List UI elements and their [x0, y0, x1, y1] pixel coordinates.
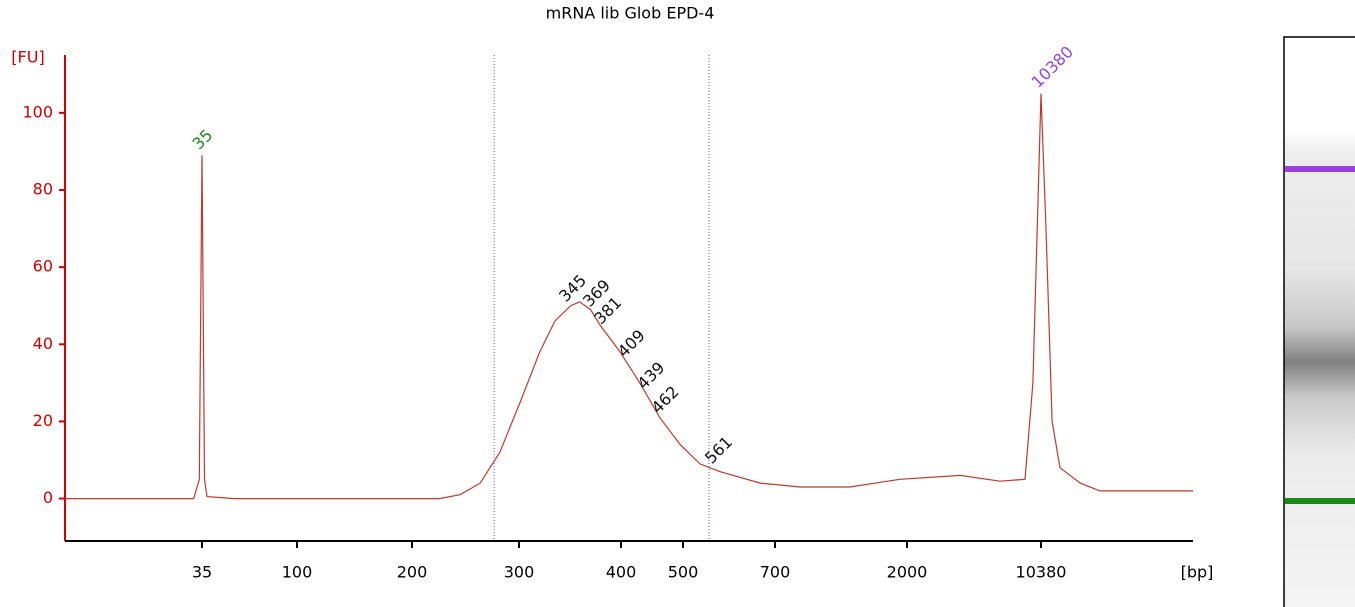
gel-band-lower	[1285, 498, 1355, 504]
peak-label: 35	[189, 125, 217, 153]
x-tick-label: 100	[282, 563, 313, 582]
peak-label: 10380	[1028, 42, 1077, 91]
x-axis-label: [bp]	[1181, 563, 1214, 582]
x-tick-label: 400	[606, 563, 637, 582]
y-axis-label: [FU]	[11, 48, 44, 67]
gel-lane	[1283, 36, 1355, 607]
peak-label: 561	[701, 432, 736, 467]
x-tick-label: 500	[668, 563, 699, 582]
gel-band-upper	[1285, 166, 1355, 172]
chart-title: mRNA lib Glob EPD-4	[546, 4, 715, 23]
x-tick-label: 300	[504, 563, 535, 582]
x-tick-label: 700	[760, 563, 791, 582]
y-tick-label: 80	[33, 180, 53, 199]
y-tick-label: 20	[33, 411, 53, 430]
x-tick-label: 2000	[887, 563, 928, 582]
peak-label: 409	[614, 326, 649, 361]
x-tick-label: 35	[192, 563, 212, 582]
trace	[65, 93, 1193, 500]
y-tick-label: 60	[33, 257, 53, 276]
peak-label: 462	[648, 382, 683, 417]
y-tick-label: 0	[43, 488, 53, 507]
x-tick-label: 10380	[1016, 563, 1067, 582]
y-tick-label: 40	[33, 334, 53, 353]
y-tick-label: 100	[22, 102, 53, 121]
x-tick-label: 200	[397, 563, 428, 582]
